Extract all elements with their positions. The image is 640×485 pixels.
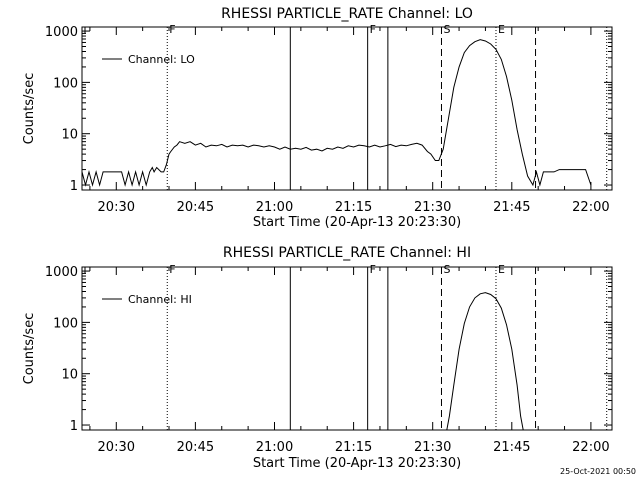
x-tick-label: 22:00 xyxy=(572,440,609,455)
timestamp: 25-Oct-2021 00:50 xyxy=(560,467,636,476)
x-tick-label: 21:30 xyxy=(414,200,451,215)
x-tick-label: 21:00 xyxy=(256,440,293,455)
time-marker-label: E xyxy=(498,263,505,276)
y-tick-label: 10 xyxy=(61,368,78,383)
legend-label: Channel: HI xyxy=(128,293,192,306)
time-marker-label: E xyxy=(498,23,505,36)
series-line xyxy=(446,292,524,430)
x-tick-label: 20:45 xyxy=(177,200,214,215)
chart-title: RHESSI PARTICLE_RATE Channel: LO xyxy=(221,6,473,22)
x-tick-label: 21:15 xyxy=(335,200,372,215)
y-tick-label: 1000 xyxy=(45,25,78,40)
y-axis-label: Counts/sec xyxy=(22,73,37,145)
y-tick-label: 100 xyxy=(53,76,78,91)
chart-title: RHESSI PARTICLE_RATE Channel: HI xyxy=(223,245,471,261)
time-marker-label: S xyxy=(443,23,450,36)
time-marker-label: F xyxy=(370,23,376,36)
series-line xyxy=(82,39,592,187)
x-tick-label: 22:00 xyxy=(572,200,609,215)
x-axis-label: Start Time (20-Apr-13 20:23:30) xyxy=(253,215,461,230)
x-tick-label: 20:30 xyxy=(98,440,135,455)
x-axis-label: Start Time (20-Apr-13 20:23:30) xyxy=(253,456,461,471)
y-tick-label: 1000 xyxy=(45,265,78,280)
x-tick-label: 21:00 xyxy=(256,200,293,215)
legend-label: Channel: LO xyxy=(128,53,195,66)
y-axis-label: Counts/sec xyxy=(22,313,37,385)
y-tick-label: 10 xyxy=(61,128,78,143)
panel-hi: RHESSI PARTICLE_RATE Channel: HI 1 10 100 10… xyxy=(22,245,613,471)
panel-lo: RHESSI PARTICLE_RATE Channel: LO 1 10 100 10… xyxy=(22,6,613,230)
x-tick-label: 21:15 xyxy=(335,440,372,455)
y-tick-label: 1 xyxy=(70,179,78,194)
plot-frame xyxy=(81,26,613,191)
plot-frame xyxy=(81,266,613,431)
x-tick-label: 21:45 xyxy=(493,200,530,215)
time-marker-label: F xyxy=(370,263,376,276)
y-tick-label: 100 xyxy=(53,316,78,331)
y-tick-label: 1 xyxy=(70,419,78,434)
time-marker-label: F xyxy=(169,263,175,276)
x-tick-label: 20:30 xyxy=(98,200,135,215)
time-marker-label: F xyxy=(169,23,175,36)
x-tick-label: 20:45 xyxy=(177,440,214,455)
x-tick-label: 21:30 xyxy=(414,440,451,455)
x-tick-label: 21:45 xyxy=(493,440,530,455)
time-marker-label: S xyxy=(443,263,450,276)
